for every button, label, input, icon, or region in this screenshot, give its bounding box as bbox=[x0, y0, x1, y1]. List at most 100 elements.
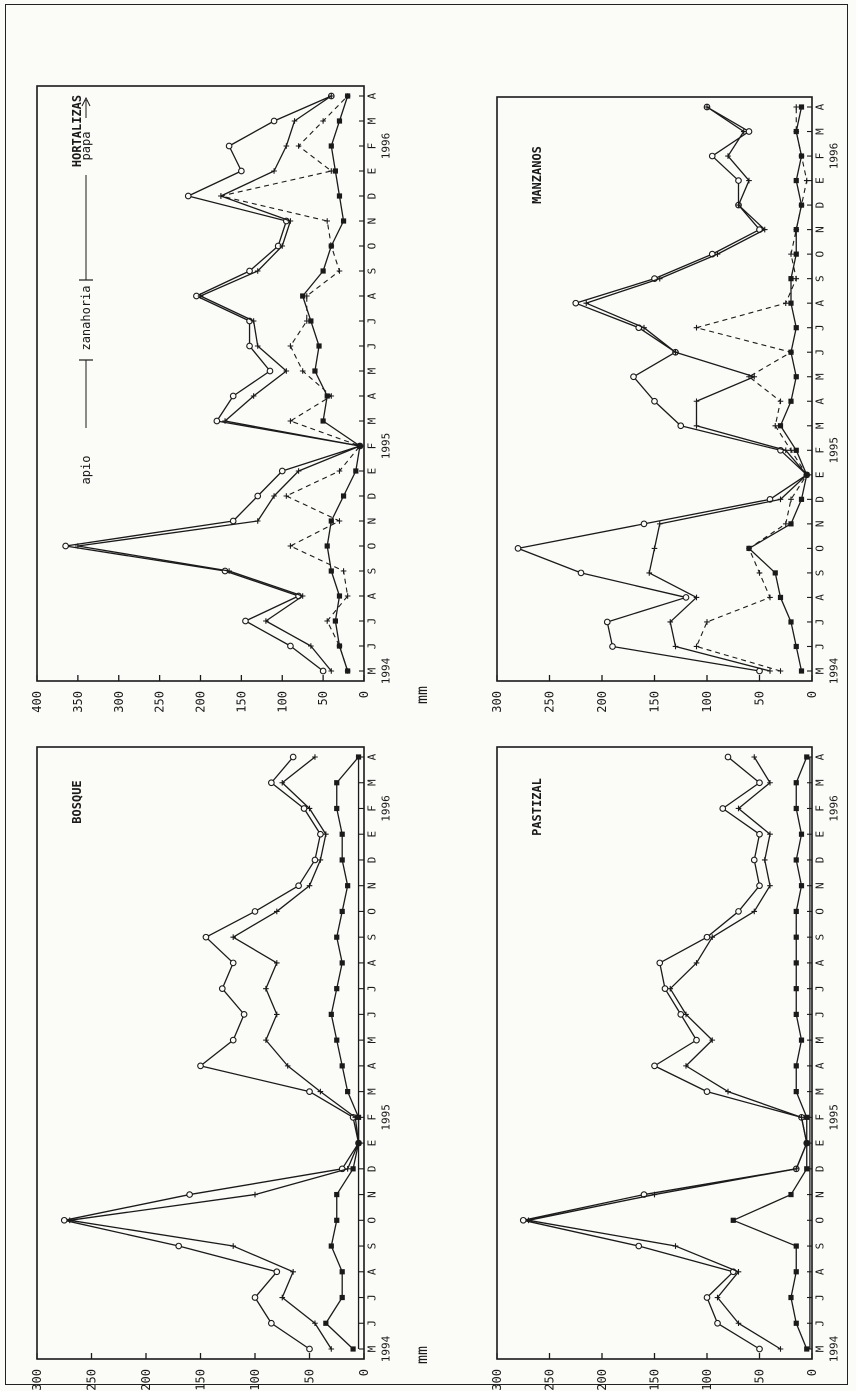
data-point-square bbox=[328, 243, 334, 249]
data-point-square bbox=[793, 908, 799, 915]
data-point-square bbox=[324, 543, 330, 549]
data-point-square bbox=[798, 883, 805, 889]
data-point-cross bbox=[767, 668, 773, 674]
data-point-cross bbox=[287, 218, 294, 224]
data-point-circle bbox=[251, 1294, 259, 1301]
data-point-cross bbox=[803, 177, 810, 184]
series-line bbox=[732, 756, 808, 1350]
data-point-cross bbox=[230, 1243, 236, 1249]
data-point-circle bbox=[703, 933, 711, 941]
crop-annotation: zanahoria bbox=[79, 285, 93, 350]
data-point-cross bbox=[751, 908, 758, 915]
data-point-square bbox=[798, 153, 805, 159]
year-label: 1996 bbox=[380, 133, 393, 160]
data-point-cross bbox=[751, 754, 758, 760]
data-point-square bbox=[339, 1294, 345, 1301]
month-tick-label: E bbox=[814, 177, 827, 184]
data-point-cross bbox=[290, 1268, 296, 1275]
data-point-cross bbox=[254, 343, 261, 349]
data-point-square bbox=[332, 168, 338, 174]
data-point-cross bbox=[672, 643, 679, 650]
data-point-circle bbox=[270, 117, 278, 125]
month-tick-label: N bbox=[366, 518, 379, 525]
data-point-square bbox=[793, 1063, 799, 1069]
month-tick-label: S bbox=[814, 570, 827, 577]
month-tick-label: A bbox=[814, 103, 827, 110]
series-2 bbox=[583, 104, 810, 674]
data-point-square bbox=[357, 443, 363, 449]
data-point-square bbox=[788, 349, 794, 355]
value-tick-label: 200 bbox=[595, 1369, 609, 1391]
panel-bosque: 0 50 100 150 200 250 300 mm M J J A S O N D E F M A M J J A S O N D… bbox=[30, 746, 431, 1391]
data-point-square bbox=[793, 1320, 799, 1326]
year-label: 1995 bbox=[828, 1104, 841, 1131]
series-4 bbox=[746, 104, 810, 674]
data-point-square bbox=[339, 857, 345, 863]
data-point-cross bbox=[777, 496, 784, 503]
data-point-square bbox=[804, 1166, 810, 1172]
data-point-cross bbox=[283, 368, 290, 374]
data-point-cross bbox=[651, 545, 658, 552]
month-tick-label: M bbox=[814, 422, 827, 429]
data-point-cross bbox=[344, 593, 351, 599]
data-point-cross bbox=[704, 619, 710, 625]
month-tick-label: E bbox=[814, 472, 827, 479]
data-point-square bbox=[788, 619, 794, 625]
month-tick-label: E bbox=[366, 168, 379, 175]
data-point-cross bbox=[317, 857, 324, 863]
data-point-square bbox=[804, 1140, 810, 1146]
series-line bbox=[522, 756, 808, 1350]
data-point-square bbox=[334, 986, 340, 992]
month-tick-label: D bbox=[366, 193, 379, 200]
data-point-cross bbox=[656, 521, 663, 527]
data-point-square bbox=[339, 1269, 345, 1275]
value-tick-label: 50 bbox=[303, 1369, 317, 1383]
year-label: 1996 bbox=[380, 795, 393, 822]
value-tick-label: 50 bbox=[753, 691, 767, 705]
data-point-circle bbox=[197, 1062, 204, 1070]
year-label: 1994 bbox=[380, 657, 393, 684]
month-tick-label: F bbox=[366, 805, 379, 812]
data-point-circle bbox=[229, 392, 237, 400]
month-tick-label: N bbox=[814, 1191, 827, 1198]
data-point-circle bbox=[708, 152, 716, 160]
data-point-circle bbox=[714, 1319, 721, 1327]
month-tick-label: A bbox=[814, 299, 827, 306]
month-tick-label: J bbox=[366, 985, 379, 992]
value-tick-label: 300 bbox=[112, 691, 126, 713]
month-tick-label: A bbox=[814, 1062, 827, 1069]
year-label: 1995 bbox=[380, 433, 393, 460]
value-tick-label: 150 bbox=[648, 1369, 662, 1391]
data-point-square bbox=[323, 1320, 329, 1326]
data-point-circle bbox=[218, 985, 226, 993]
series-line bbox=[517, 106, 808, 672]
data-point-cross bbox=[324, 618, 331, 624]
month-tick-label: O bbox=[366, 243, 379, 250]
data-point-square bbox=[798, 668, 805, 674]
data-point-circle bbox=[213, 417, 221, 425]
data-point-circle bbox=[635, 1242, 643, 1250]
data-point-circle bbox=[577, 569, 585, 577]
data-point-square bbox=[328, 1011, 334, 1017]
month-tick-label: M bbox=[814, 373, 827, 380]
data-point-cross bbox=[226, 568, 232, 574]
value-tick-label: 50 bbox=[316, 691, 330, 705]
series-line bbox=[302, 95, 361, 672]
data-point-cross bbox=[693, 594, 700, 601]
month-tick-label: F bbox=[814, 805, 827, 812]
month-tick-label: M bbox=[814, 667, 827, 674]
data-point-cross bbox=[263, 618, 269, 624]
data-point-square bbox=[793, 1089, 799, 1095]
data-point-cross bbox=[793, 275, 800, 282]
value-tick-label: 0 bbox=[357, 1369, 371, 1376]
data-point-square bbox=[336, 643, 343, 649]
month-tick-label: D bbox=[366, 493, 379, 500]
data-point-cross bbox=[793, 104, 800, 110]
month-tick-label: M bbox=[366, 1345, 379, 1352]
month-tick-label: F bbox=[366, 143, 379, 150]
data-point-cross bbox=[252, 1191, 258, 1198]
series-line bbox=[695, 107, 808, 672]
month-tick-label: J bbox=[366, 1294, 379, 1301]
data-point-circle bbox=[703, 1088, 711, 1095]
month-tick-label: O bbox=[814, 545, 827, 552]
